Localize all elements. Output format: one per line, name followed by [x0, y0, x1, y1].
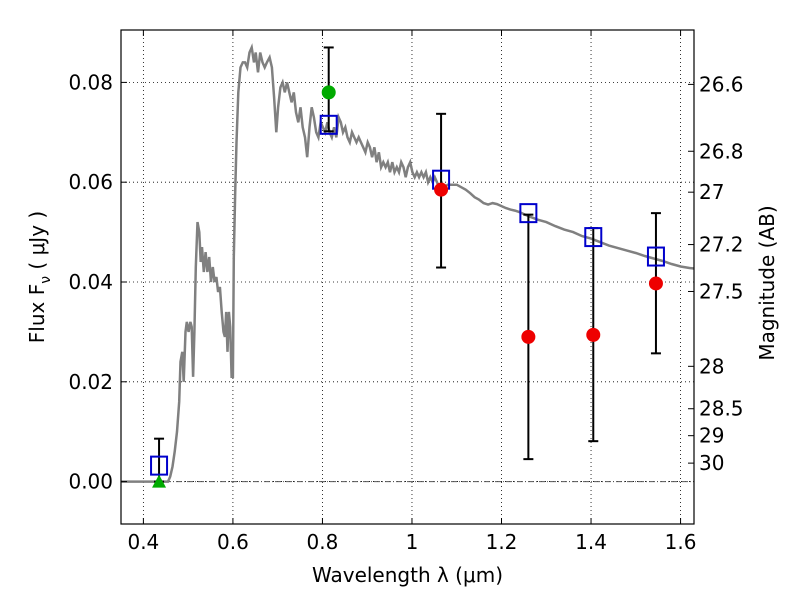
observed-flux-point	[586, 327, 601, 342]
y-axis-label-unit: ( μJy )	[25, 211, 49, 276]
x-tick-label: 0.8	[307, 530, 339, 554]
model-spectrum-line	[121, 43, 695, 483]
observed-flux-point	[434, 182, 449, 197]
x-tick-label: 1.2	[486, 530, 518, 554]
x-tick-label: 1.4	[575, 530, 607, 554]
y-tick-labels: 0.00 0.02 0.04 0.06 0.08	[68, 70, 113, 493]
x-tick-label: 1	[406, 530, 419, 554]
y2-tick-label: 27	[699, 180, 724, 204]
upper-limit-point	[321, 85, 336, 100]
x-tick-label: 1.6	[665, 530, 697, 554]
axis-ticks	[121, 30, 694, 524]
model-photometry-square	[519, 203, 538, 224]
upper-limit-triangle	[152, 474, 167, 488]
y2-tick-label: 27.2	[699, 233, 744, 257]
y2-axis-label: Magnitude (AB)	[755, 205, 779, 360]
grid-lines	[121, 30, 694, 524]
y2-tick-label: 30	[699, 451, 724, 475]
y-axis-label: Flux Fν ( μJy )	[25, 211, 54, 343]
observed-flux-point	[521, 329, 536, 344]
model-photometry-square	[584, 227, 603, 248]
y-axis-label-sub: ν	[38, 276, 54, 284]
error-bars	[154, 46, 661, 483]
y-tick-label: 0.02	[68, 370, 113, 394]
model-photometry-square	[319, 114, 338, 135]
y2-tick-label: 28	[699, 354, 724, 378]
x-tick-label: 0.6	[217, 530, 249, 554]
x-tick-labels: 0.4 0.6 0.8 1 1.2 1.4 1.6	[127, 530, 696, 554]
y-tick-label: 0.08	[68, 70, 113, 94]
y2-tick-label: 26.6	[699, 72, 744, 96]
y-tick-label: 0.00	[68, 470, 113, 494]
observed-flux-point	[648, 276, 663, 291]
y-axis-label-main: Flux F	[25, 284, 49, 343]
data-markers	[150, 85, 665, 488]
y-tick-label: 0.04	[68, 270, 113, 294]
plot-frame	[120, 29, 695, 525]
y2-tick-label: 28.5	[699, 397, 744, 421]
x-axis-label: Wavelength λ (μm)	[312, 563, 503, 587]
y2-tick-label: 29	[699, 424, 724, 448]
y2-tick-labels: 26.6 26.8 27 27.2 27.5 28 28.5 29 30	[699, 72, 744, 475]
y-tick-label: 0.06	[68, 170, 113, 194]
y2-tick-label: 26.8	[699, 139, 744, 163]
model-photometry-square	[646, 246, 665, 267]
x-tick-label: 0.4	[127, 530, 159, 554]
y2-tick-label: 27.5	[699, 279, 744, 303]
